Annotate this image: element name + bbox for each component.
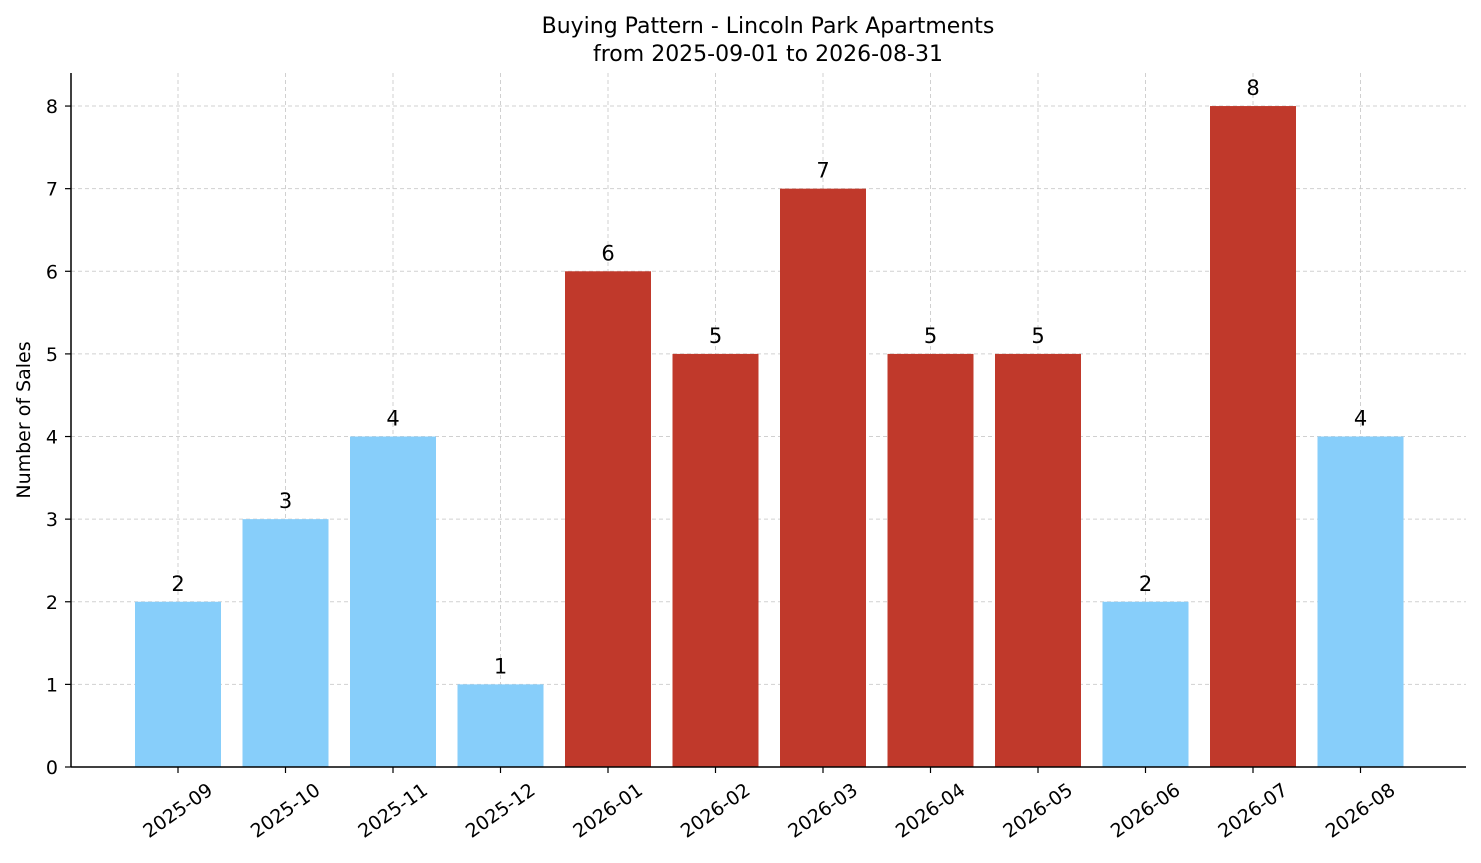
bar-value-label: 6 xyxy=(601,241,614,265)
y-tick-label: 2 xyxy=(46,592,58,614)
x-tick-label: 2026-01 xyxy=(569,779,647,843)
x-tick-label: 2026-04 xyxy=(892,779,970,843)
bar xyxy=(1210,106,1296,768)
y-tick-label: 0 xyxy=(46,757,58,779)
x-tick-label: 2026-07 xyxy=(1214,779,1292,843)
y-tick-label: 8 xyxy=(46,96,58,118)
bar xyxy=(135,601,221,767)
bar-value-label: 1 xyxy=(494,654,507,678)
bar-value-label: 5 xyxy=(709,324,722,348)
bar-value-label: 2 xyxy=(171,572,184,596)
bar xyxy=(457,684,544,767)
chart-subtitle: from 2025-09-01 to 2026-08-31 xyxy=(593,42,943,67)
bar-value-label: 5 xyxy=(1031,324,1044,348)
y-tick-label: 6 xyxy=(46,261,58,283)
bar xyxy=(1317,436,1404,767)
bars-layer xyxy=(135,106,1404,768)
x-tick-label: 2026-02 xyxy=(677,779,755,843)
y-tick-label: 5 xyxy=(46,344,58,366)
x-tick-label: 2026-06 xyxy=(1107,779,1185,843)
x-tick-label: 2026-03 xyxy=(784,779,862,843)
bar xyxy=(672,353,759,767)
y-tick-label: 3 xyxy=(46,509,58,531)
x-tick-label: 2025-09 xyxy=(139,779,217,843)
bar-value-label: 4 xyxy=(1354,407,1367,431)
bar-value-label: 3 xyxy=(279,489,292,513)
chart-title: Buying Pattern - Lincoln Park Apartments xyxy=(542,14,995,39)
bar-value-label: 7 xyxy=(816,159,829,183)
bar xyxy=(887,353,974,767)
y-tick-label: 4 xyxy=(46,427,58,449)
data-labels-layer: 2 3 4 1 6 5 7 5 5 2 8 4 xyxy=(171,76,1367,678)
bar-value-label: 2 xyxy=(1139,572,1152,596)
bar xyxy=(780,188,866,767)
y-tick-label: 7 xyxy=(46,179,58,201)
bar-value-label: 5 xyxy=(924,324,937,348)
x-tick-label: 2025-12 xyxy=(462,779,540,843)
bar xyxy=(350,436,436,767)
y-tick-label: 1 xyxy=(46,674,58,696)
bar-value-label: 8 xyxy=(1246,76,1259,100)
bar xyxy=(242,519,329,767)
bar-value-label: 4 xyxy=(386,407,399,431)
x-tick-label: 2025-11 xyxy=(354,779,432,843)
bar xyxy=(995,353,1081,767)
bar xyxy=(565,271,651,767)
y-axis-label: Number of Sales xyxy=(13,341,35,498)
bar xyxy=(1102,601,1189,767)
x-tick-label: 2025-10 xyxy=(247,779,325,843)
x-tick-label: 2026-05 xyxy=(999,779,1077,843)
x-tick-label: 2026-08 xyxy=(1322,779,1400,843)
